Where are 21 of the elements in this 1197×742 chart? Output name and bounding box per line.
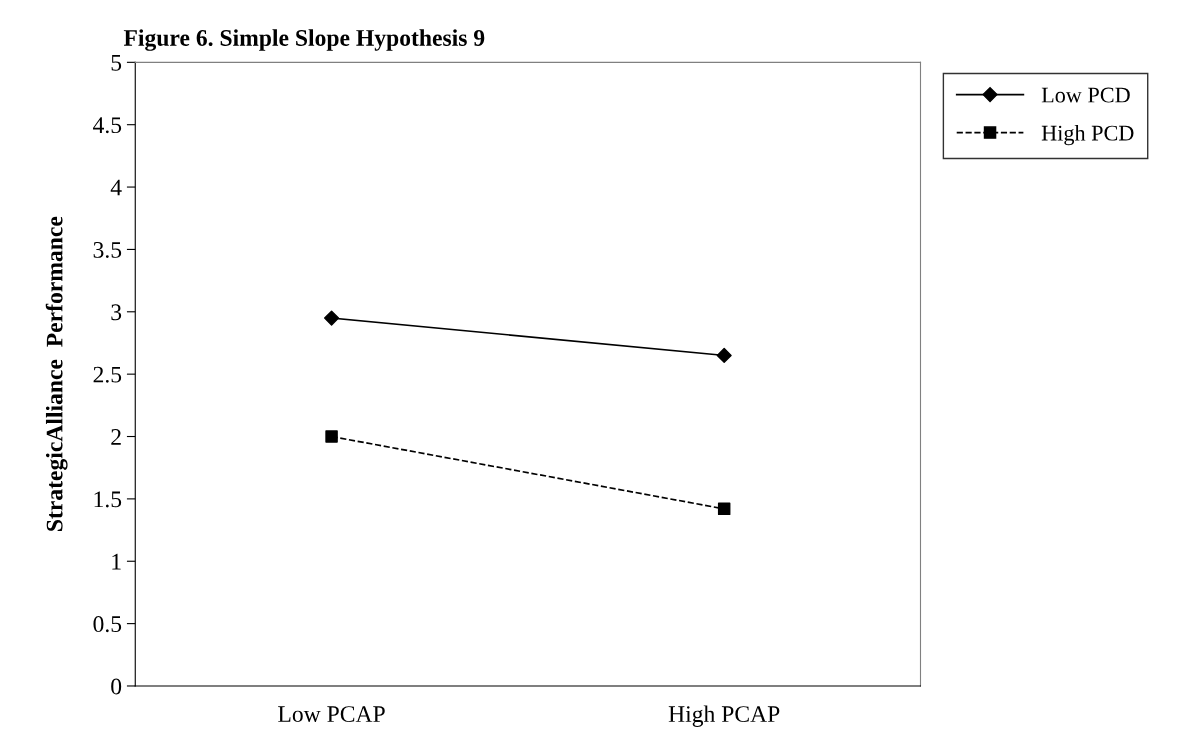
y-tick-label: 4 [110, 179, 122, 196]
y-tick-label: 0 [111, 678, 122, 695]
point [323, 310, 340, 326]
chart-title: Figure 6. Simple Slope Hypothesis 9 [123, 29, 485, 51]
point [325, 430, 338, 443]
point [716, 347, 732, 364]
y-tick-label: 1 [112, 553, 121, 570]
y-tick-label: 0.5 [93, 616, 122, 633]
x-tick-label: High PCAP [668, 705, 780, 727]
legend-label: High PCD [1041, 124, 1134, 146]
y-tick-label: 2.5 [93, 366, 122, 383]
x-tick-label: Low PCAP [278, 706, 385, 723]
y-axis-title: StrategicAlliance Performance [45, 216, 68, 531]
legend-label: Low PCD [1041, 87, 1130, 103]
point [717, 502, 731, 516]
y-tick-label: 3 [111, 304, 122, 321]
y-tick-label: 4.5 [93, 117, 122, 134]
y-tick-label: 1.5 [94, 491, 122, 508]
y-tick-label: 2 [111, 429, 121, 445]
y-tick-label: 5 [111, 55, 122, 71]
y-tick-label: 3.5 [93, 241, 122, 258]
